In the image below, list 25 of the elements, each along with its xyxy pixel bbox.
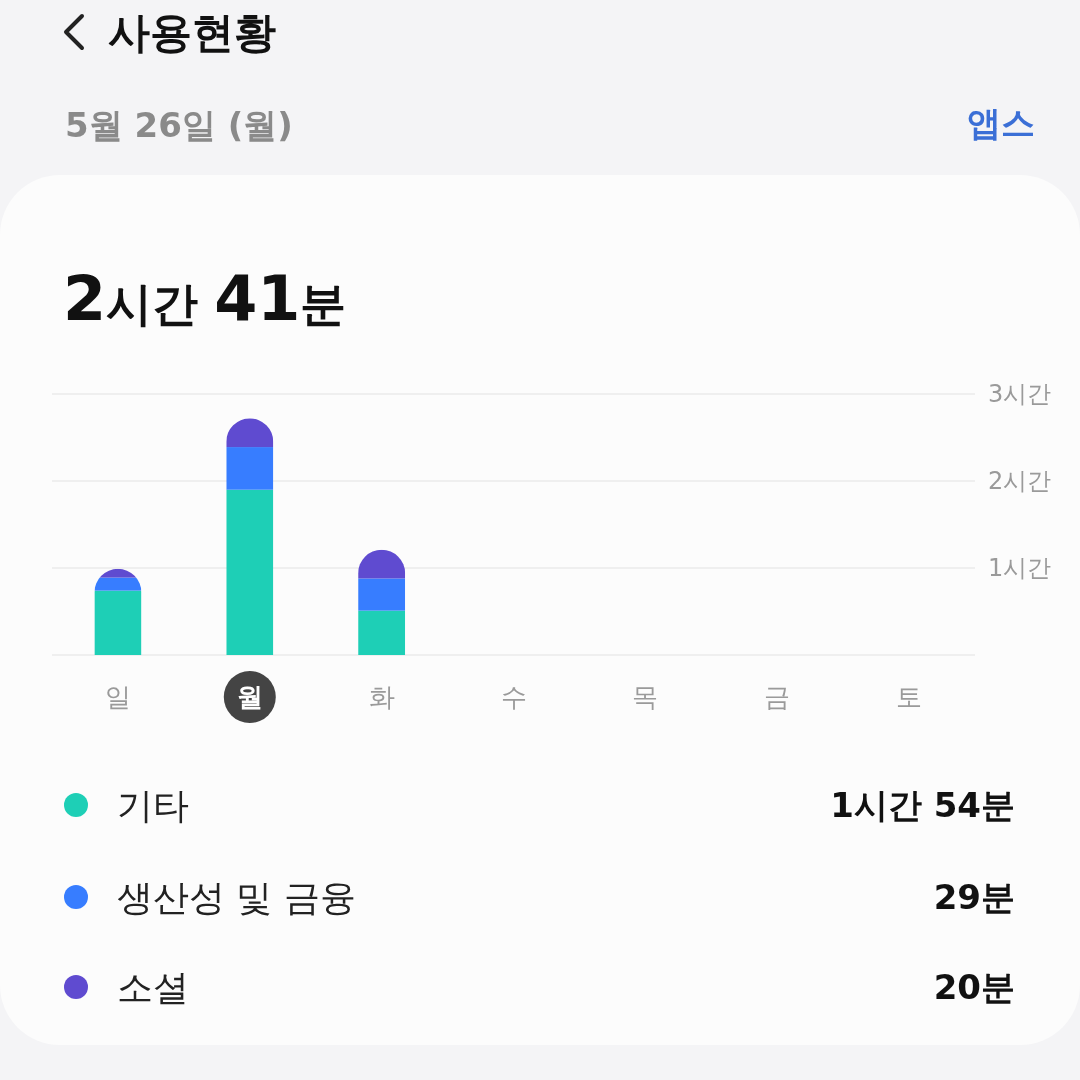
chart-subtitle: 5월 26일 (월)	[65, 105, 293, 145]
x-tick-label: 일	[104, 682, 131, 713]
text: 2시간 41분	[63, 262, 347, 335]
y-tick-label: 3시간	[988, 380, 1052, 409]
legend-label: 기타	[117, 784, 189, 826]
x-tick-label: 수	[500, 682, 527, 713]
legend-label: 생산성 및 금융	[117, 876, 356, 918]
text: 29분	[933, 876, 1015, 917]
text: 1시간 54분	[830, 784, 1015, 825]
x-tick-label: 월	[236, 682, 263, 713]
bar	[226, 447, 274, 490]
x-tick-label: 목	[632, 682, 659, 713]
bar	[226, 489, 274, 655]
x-tick-label: 금	[764, 682, 791, 713]
bar	[358, 610, 406, 655]
legend-label: 소셜	[117, 966, 189, 1008]
text: 20분	[933, 966, 1015, 1007]
y-tick-label: 2시간	[988, 467, 1052, 496]
x-tick-label: 토	[896, 682, 923, 713]
x-tick-label: 화	[368, 682, 395, 713]
chart-title: 사용현황	[108, 8, 276, 57]
bar	[94, 590, 142, 655]
y-tick-label: 1시간	[988, 554, 1052, 583]
bar	[358, 578, 406, 611]
text: 앱스	[967, 103, 1035, 143]
